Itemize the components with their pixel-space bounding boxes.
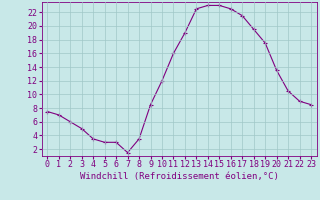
X-axis label: Windchill (Refroidissement éolien,°C): Windchill (Refroidissement éolien,°C) [80, 172, 279, 181]
